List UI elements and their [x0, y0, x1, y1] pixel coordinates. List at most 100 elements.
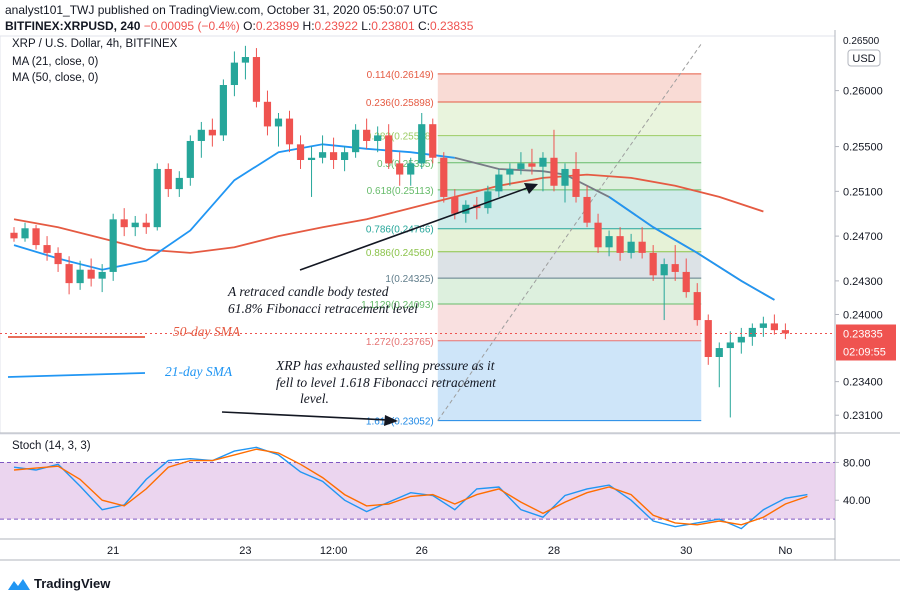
stoch-band	[0, 462, 835, 520]
currency-badge[interactable]: USD	[847, 49, 881, 67]
candle-body[interactable]	[43, 245, 51, 253]
candle-body[interactable]	[352, 129, 360, 153]
candle-body[interactable]	[429, 124, 437, 158]
ma21-line[interactable]	[13, 143, 455, 271]
ma50-line[interactable]	[13, 173, 764, 254]
candle-body[interactable]	[318, 152, 327, 158]
fibonacci-retracement[interactable]: 0.114(0.26149) 0.236(0.25898) 0.382(0.2559…	[361, 43, 702, 428]
candle-body[interactable]	[506, 168, 514, 175]
candle-body[interactable]	[219, 85, 227, 136]
candle-body[interactable]	[781, 330, 789, 334]
countdown-badge-box	[836, 342, 896, 361]
price-tick-label: 0.26000	[843, 86, 883, 98]
candle-body[interactable]	[98, 271, 106, 279]
symbol-legend: XRP / U.S. Dollar, 4h, BITFINEX	[12, 38, 178, 50]
candle-body[interactable]	[726, 342, 734, 349]
candle-body[interactable]	[737, 336, 745, 343]
candle-body[interactable]	[10, 232, 18, 239]
candle-body[interactable]	[638, 241, 646, 253]
candle-body[interactable]	[142, 222, 150, 228]
candle-body[interactable]	[594, 222, 602, 248]
candle-body[interactable]	[274, 118, 283, 127]
retrace-arrow	[299, 186, 531, 271]
candle-body[interactable]	[208, 129, 216, 136]
candle-body[interactable]	[230, 62, 238, 86]
candle-body[interactable]	[671, 264, 679, 272]
candle-body[interactable]	[32, 228, 40, 246]
candle-body[interactable]	[252, 57, 261, 102]
candle-body[interactable]	[76, 269, 84, 284]
candle-body[interactable]	[528, 163, 536, 167]
candle-body[interactable]	[561, 168, 569, 186]
candle-body[interactable]	[385, 135, 393, 164]
candle-body[interactable]	[153, 168, 161, 228]
candle-body[interactable]	[363, 129, 371, 141]
stoch-k-line[interactable]	[13, 446, 808, 530]
candle-body[interactable]	[759, 323, 767, 328]
candle-body[interactable]	[770, 323, 778, 331]
candle-body[interactable]	[462, 204, 470, 214]
candle-body[interactable]	[539, 157, 547, 167]
fib-level-label: 0.886(0.24560)	[366, 248, 434, 259]
candle-body[interactable]	[120, 219, 128, 228]
ma21-line-tail[interactable]	[608, 196, 775, 301]
candle-body[interactable]	[550, 157, 558, 186]
ma50-legend[interactable]: MA (50, close, 0)	[12, 72, 99, 84]
candle-body[interactable]	[109, 219, 117, 272]
candle-body[interactable]	[616, 236, 624, 253]
candle-body[interactable]	[341, 152, 349, 161]
time-tick-label: 28	[548, 545, 560, 557]
fib-zone	[437, 228, 702, 252]
candle-body[interactable]	[307, 157, 316, 161]
fib-level-label: 1.618(0.23052)	[366, 417, 434, 428]
tradingview-logo-icon	[8, 577, 30, 591]
candle-body[interactable]	[451, 196, 459, 214]
ma21-legend[interactable]: MA (21, close, 0)	[12, 56, 99, 68]
candle-body[interactable]	[87, 269, 95, 279]
candle-body[interactable]	[572, 168, 580, 197]
candle-body[interactable]	[495, 174, 503, 192]
retrace-arrow-head	[524, 183, 538, 194]
candle-body[interactable]	[241, 57, 250, 63]
candle-body[interactable]	[396, 163, 404, 175]
candle-body[interactable]	[693, 292, 701, 321]
candle-body[interactable]	[605, 236, 613, 248]
fib-zone	[437, 304, 702, 341]
stoch-legend[interactable]: Stoch (14, 3, 3)	[12, 440, 91, 452]
candle-body[interactable]	[407, 163, 415, 175]
price-tick-label: 0.25100	[843, 186, 883, 198]
candle-body[interactable]	[627, 241, 635, 253]
time-tick-label: 30	[680, 545, 692, 557]
candle-body[interactable]	[329, 152, 338, 161]
candle-body[interactable]	[164, 168, 172, 190]
candle-body[interactable]	[21, 228, 29, 239]
candle-body[interactable]	[704, 320, 712, 358]
candle-body[interactable]	[484, 191, 492, 209]
candle-body[interactable]	[54, 252, 62, 265]
candle-body[interactable]	[660, 264, 668, 276]
candle-body[interactable]	[285, 118, 294, 145]
candle-body[interactable]	[418, 124, 426, 164]
fib-level-label: 1.272(0.23765)	[366, 337, 434, 348]
candle-body[interactable]	[374, 135, 382, 141]
candle-body[interactable]	[715, 348, 723, 358]
fib-zone	[437, 278, 702, 305]
candle-body[interactable]	[583, 196, 591, 223]
candle-body[interactable]	[175, 177, 183, 190]
candle-body[interactable]	[296, 144, 305, 161]
candle-body[interactable]	[440, 157, 448, 197]
candle-body[interactable]	[65, 264, 73, 284]
candle-body[interactable]	[682, 271, 690, 293]
fib-level-label: 0.382(0.25598)	[366, 132, 434, 143]
stoch-d-line[interactable]	[13, 448, 808, 526]
candle-body[interactable]	[748, 327, 756, 337]
candle-body[interactable]	[517, 163, 525, 169]
candle-body[interactable]	[197, 129, 205, 141]
last-price-badge: 0.23835 02:09:55	[836, 324, 896, 361]
candle-body[interactable]	[131, 222, 139, 228]
candle-body[interactable]	[263, 101, 272, 127]
candle-body[interactable]	[649, 252, 657, 276]
candle-body[interactable]	[186, 140, 194, 178]
fib-level-label: 1(0.24325)	[385, 274, 433, 285]
